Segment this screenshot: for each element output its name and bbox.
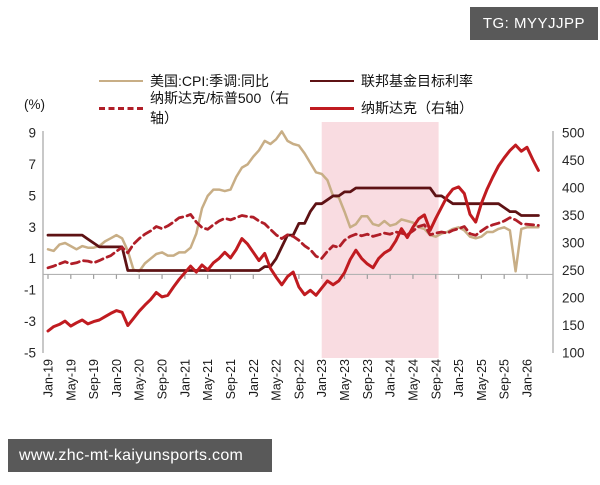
fed-funds-line-swatch <box>310 80 354 82</box>
x-axis-tick-label: May-20 <box>133 359 147 401</box>
x-axis-tick-label: May-22 <box>270 359 284 401</box>
x-axis-tick-label: Jan-20 <box>110 359 124 397</box>
x-axis-tick-label: Jan-23 <box>315 359 329 397</box>
x-axis-tick-label: May-19 <box>64 359 78 401</box>
right-axis-tick-label: 500 <box>562 126 585 141</box>
x-axis-tick-label: Sep-20 <box>156 359 170 399</box>
left-axis-tick-label: 7 <box>28 157 36 172</box>
left-axis-unit-label: (%) <box>24 97 45 112</box>
legend-item-nasdaq-sp500-ratio: 纳斯达克/标普500（右轴） <box>99 88 310 128</box>
x-axis-tick-label: Jan-25 <box>452 359 466 397</box>
legend-item-fed-funds: 联邦基金目标利率 <box>310 71 473 91</box>
left-axis-tick-label: 1 <box>28 251 36 266</box>
x-axis-tick-label: Jan-19 <box>42 359 56 397</box>
x-axis-tick-label: Sep-19 <box>87 359 101 399</box>
legend-item-cpi: 美国:CPI:季调:同比 <box>99 71 310 91</box>
x-axis-tick-label: Jan-24 <box>384 359 398 397</box>
legend-label-nasdaq: 纳斯达克（右轴） <box>361 100 473 116</box>
x-axis-tick-label: Jan-26 <box>521 359 535 397</box>
right-axis-tick-label: 150 <box>562 318 585 333</box>
left-axis-tick-label: 9 <box>28 126 36 141</box>
series-line-3 <box>46 143 540 333</box>
left-axis-tick-label: 3 <box>28 220 36 235</box>
right-axis-tick-label: 450 <box>562 153 585 168</box>
legend-label-cpi: 美国:CPI:季调:同比 <box>150 73 270 89</box>
cpi-line-swatch <box>99 80 143 82</box>
x-axis-tick-label: Sep-22 <box>292 359 306 399</box>
left-axis-tick-label: -3 <box>24 314 36 329</box>
legend-item-nasdaq: 纳斯达克（右轴） <box>310 98 473 118</box>
series-line-0 <box>46 130 540 273</box>
telegram-badge: TG: MYYJJPP <box>469 7 598 40</box>
right-axis-tick-label: 300 <box>562 236 585 251</box>
legend-label-fed-funds: 联邦基金目标利率 <box>361 73 473 89</box>
right-axis-tick-label: 100 <box>562 346 585 361</box>
x-axis-tick-label: May-24 <box>406 359 420 401</box>
series-line-2 <box>46 212 540 270</box>
right-axis-tick-label: 350 <box>562 208 585 223</box>
x-axis-tick-label: May-21 <box>201 359 215 401</box>
left-axis-tick-label: 5 <box>28 188 36 203</box>
x-axis-tick-label: May-23 <box>338 359 352 401</box>
nasdaq-line-swatch <box>310 106 354 110</box>
left-axis-tick-label: -5 <box>24 346 36 361</box>
legend-label-nasdaq-sp500-ratio: 纳斯达克/标普500（右轴） <box>150 90 290 126</box>
legend-row-2: 纳斯达克/标普500（右轴） 纳斯达克（右轴） <box>99 90 559 126</box>
right-axis-tick-label: 400 <box>562 181 585 196</box>
right-axis-tick-label: 250 <box>562 263 585 278</box>
x-axis-tick-label: Sep-21 <box>224 359 238 399</box>
x-axis-tick-label: Jan-21 <box>178 359 192 397</box>
right-axis-tick-label: 200 <box>562 291 585 306</box>
x-axis-tick-label: Sep-23 <box>361 359 375 399</box>
watermark-bar: www.zhc-mt-kaiyunsports.com <box>8 439 272 472</box>
x-axis-tick-label: May-25 <box>475 359 489 401</box>
nasdaq-sp500-ratio-line-swatch <box>99 106 143 110</box>
left-axis-tick-label: -1 <box>24 283 36 298</box>
chart-legend: 美国:CPI:季调:同比 联邦基金目标利率 纳斯达克/标普500（右轴） 纳斯达… <box>99 70 559 126</box>
x-axis-tick-label: Jan-22 <box>247 359 261 397</box>
watermark-text: www.zhc-mt-kaiyunsports.com <box>19 446 244 464</box>
legend-row-1: 美国:CPI:季调:同比 联邦基金目标利率 <box>99 70 559 92</box>
x-axis-tick-label: Sep-25 <box>498 359 512 399</box>
shaded-region <box>321 122 439 358</box>
x-axis-tick-label: Sep-24 <box>429 359 443 399</box>
